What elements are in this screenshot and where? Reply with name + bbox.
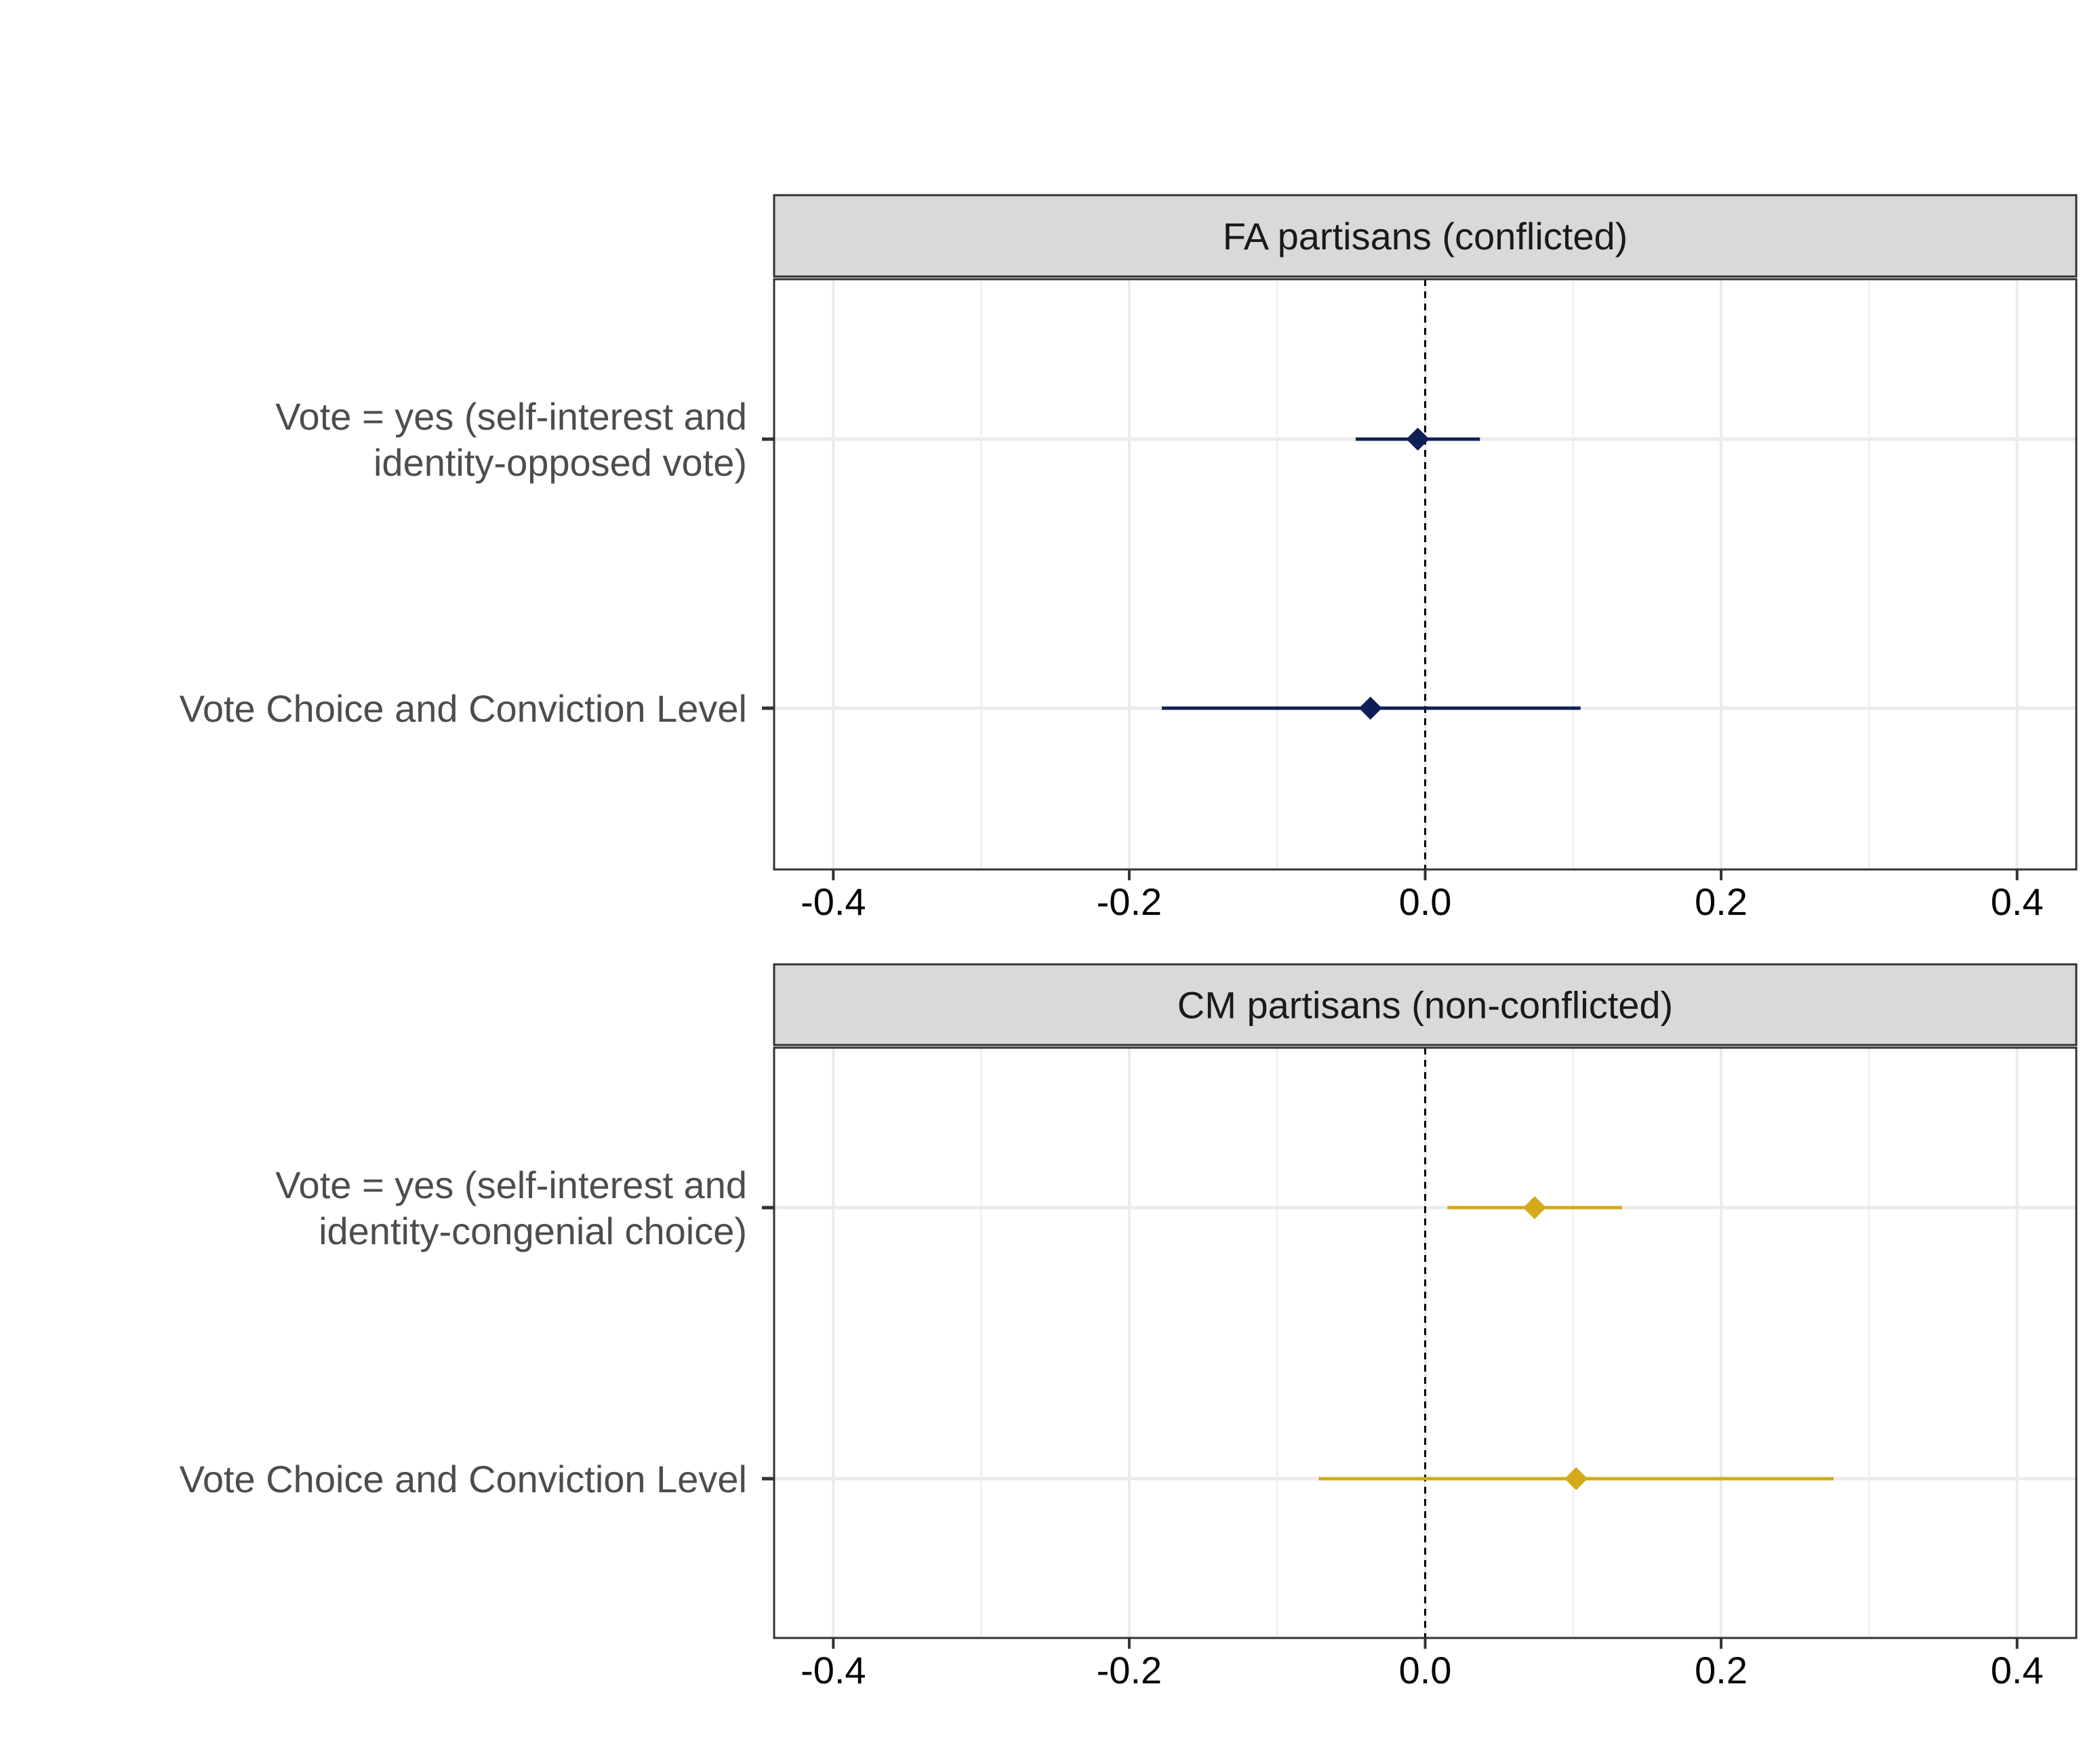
x-tick-label: 0.2 (1695, 1649, 1747, 1691)
x-tick-label: 0.0 (1399, 880, 1452, 923)
panel-1: FA partisans (conflicted) Vote = yes (sel… (180, 194, 2078, 923)
panel-strip (773, 194, 2078, 278)
panel-title: FA partisans (conflicted) (1223, 215, 1628, 258)
y-axis-label: Vote Choice and Conviction Level (180, 1458, 747, 1500)
x-tick-label: -0.4 (801, 880, 866, 923)
estimate-point (1523, 1196, 1547, 1219)
estimate-point (1358, 697, 1382, 720)
x-tick-label: 0.4 (1991, 1649, 2044, 1691)
y-axis-label: Vote = yes (self-interest and (275, 395, 747, 438)
y-axis-label: identity-congenial choice) (319, 1210, 747, 1252)
estimate-point (1564, 1467, 1588, 1490)
x-tick-label: 0.2 (1695, 880, 1747, 923)
y-axis-label: Vote = yes (self-interest and (275, 1164, 747, 1206)
estimate-point (1406, 428, 1430, 451)
x-tick-label: -0.2 (1097, 880, 1163, 923)
y-axis-label: identity-opposed vote) (373, 441, 747, 484)
x-tick-label: 0.0 (1399, 1649, 1452, 1691)
x-tick-label: -0.4 (801, 1649, 866, 1691)
y-axis-label: Vote Choice and Conviction Level (180, 687, 747, 730)
x-tick-label: -0.2 (1097, 1649, 1163, 1691)
x-tick-label: 0.4 (1991, 880, 2044, 923)
panel-title: CM partisans (non-conflicted) (1177, 984, 1673, 1027)
panel-strip (773, 963, 2078, 1046)
panel-2: CM partisans (non-conflicted) Vote = yes … (180, 963, 2078, 1691)
